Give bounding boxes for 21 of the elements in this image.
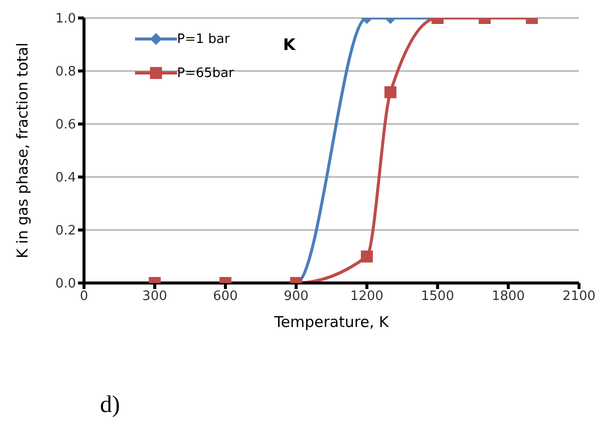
- legend-label: P=1 bar: [177, 32, 230, 46]
- point: [384, 86, 396, 98]
- x-tick-label: 600: [213, 289, 238, 304]
- y-axis-title: K in gas phase, fraction total: [13, 42, 32, 258]
- x-tick-label: 0: [80, 289, 88, 304]
- y-tick-label: 0.0: [55, 276, 76, 292]
- y-tick-label: 0.8: [55, 64, 76, 80]
- legend-label: P=65bar: [177, 66, 234, 80]
- x-tick-label: 2100: [562, 289, 596, 304]
- y-tick-label: 0.6: [55, 118, 76, 133]
- x-tick-label: 1500: [421, 289, 454, 304]
- y-tick-label: 0.4: [55, 170, 76, 186]
- x-tick-label: 900: [284, 289, 309, 304]
- x-axis-title: Temperature, K: [273, 313, 390, 331]
- text: d): [100, 392, 120, 418]
- y-tick-label: 1.0: [55, 12, 76, 27]
- x-tick-label: 1800: [492, 289, 525, 304]
- x-tick-label: 300: [142, 289, 168, 304]
- y-tick-label: 0.2: [55, 224, 76, 239]
- x-tick-label: 1200: [350, 289, 384, 304]
- annotation: K: [283, 35, 296, 54]
